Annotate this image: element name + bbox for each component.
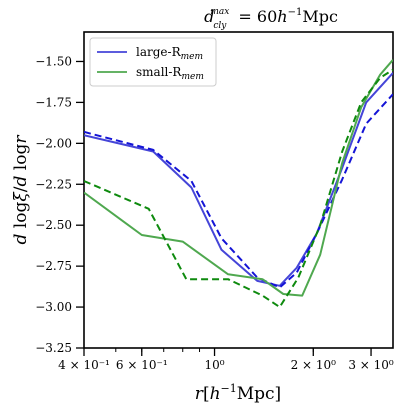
- y-tick-label: −2.75: [35, 259, 72, 273]
- legend-label-large: large-Rmem: [136, 45, 203, 62]
- x-tick-label: 4 × 10⁻¹: [58, 358, 110, 372]
- x-tick-label: 6 × 10⁻¹: [116, 358, 168, 372]
- x-axis-title: r[h−1Mpc]: [195, 382, 281, 404]
- chart-title: dclymax = 60h−1Mpc: [204, 7, 338, 31]
- axis-ticks: 4 × 10⁻¹ 6 × 10⁻¹ 10⁰ 2 × 10⁰ 3 × 10⁰ −3.25 −3…: [35, 54, 394, 372]
- y-axis-title: d logξ/d logr: [11, 135, 31, 245]
- y-tick-label: −1.75: [35, 95, 72, 109]
- x-tick-label: 10⁰: [204, 358, 224, 372]
- series-line-0: [84, 72, 393, 287]
- plot-area: [83, 31, 394, 349]
- y-tick-label: −3.00: [35, 300, 72, 314]
- y-tick-label: −3.25: [35, 341, 72, 355]
- series-line-3: [84, 68, 393, 309]
- legend-box: [89, 37, 217, 87]
- series-line-1: [84, 93, 393, 289]
- legend: large-Rmem small-Rmem: [89, 37, 217, 87]
- x-tick-label: 2 × 10⁰: [291, 358, 337, 372]
- y-tick-label: −1.50: [35, 54, 72, 68]
- y-tick-label: −2.00: [35, 136, 72, 150]
- series-line-2: [84, 59, 393, 297]
- x-tick-label: 3 × 10⁰: [348, 358, 394, 372]
- series-layer: [84, 59, 393, 309]
- y-tick-label: −2.50: [35, 218, 72, 232]
- y-tick-label: −2.25: [35, 177, 72, 191]
- legend-label-small: small-Rmem: [136, 65, 204, 82]
